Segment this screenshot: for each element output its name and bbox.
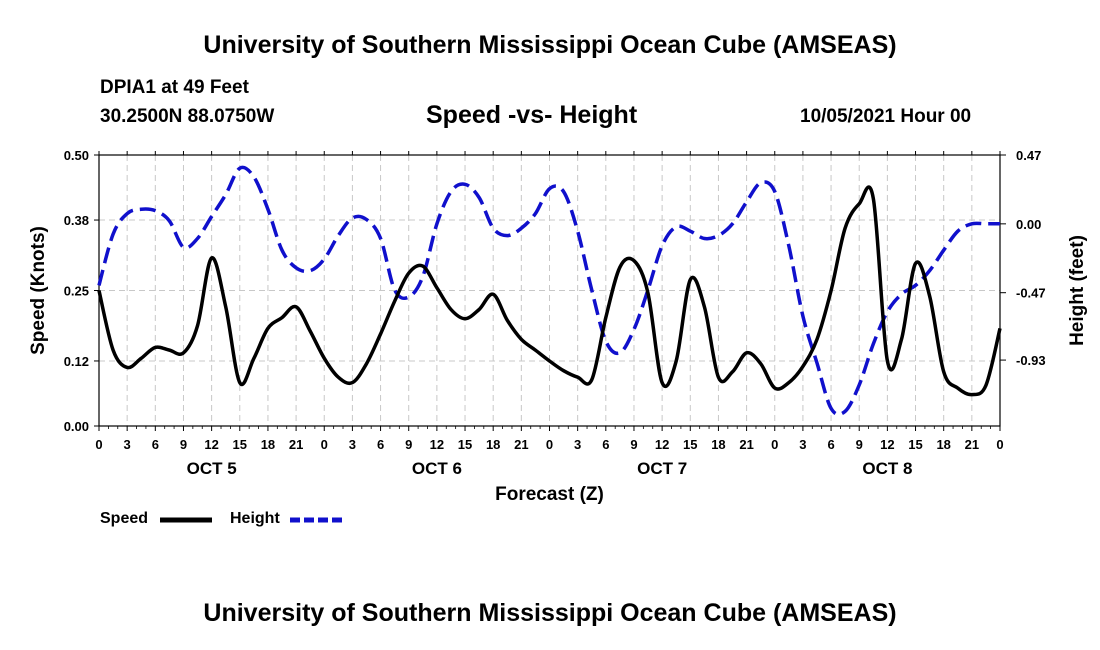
chart-title: University of Southern Mississippi Ocean… [203,31,897,59]
x-tick-label: 12 [655,437,669,452]
axis-ticks: 0 3 6 9 12 15 18 21 0 3 6 9 12 15 18 21 0 3 6 9 12 15 18 21 0 3 6 9… [64,148,1046,478]
station-coords: 30.2500N 88.0750W [100,106,275,127]
x-tick-label: 0 [546,437,553,452]
x-tick-label: 21 [289,437,303,452]
x-tick-label: 18 [261,437,275,452]
x-tick-label: 6 [152,437,159,452]
x-tick-label: 0 [321,437,328,452]
day-label: OCT 7 [637,459,687,478]
y2-tick-label: -0.47 [1016,286,1046,301]
x-tick-label: 9 [856,437,863,452]
x-tick-label: 15 [908,437,922,452]
x-tick-label: 6 [602,437,609,452]
x-tick-label: 18 [936,437,950,452]
x-tick-label: 21 [514,437,528,452]
y-tick-label: 0.50 [64,148,89,163]
y2-tick-label: 0.00 [1016,217,1041,232]
x-tick-label: 15 [458,437,472,452]
x-tick-label: 3 [124,437,131,452]
x-tick-label: 0 [95,437,102,452]
y-tick-label: 0.38 [64,213,89,228]
x-tick-label: 12 [880,437,894,452]
x-tick-label: 0 [996,437,1003,452]
y-axis-label: Speed (Knots) [28,226,49,355]
x-tick-label: 21 [739,437,753,452]
chart-subtitle: Speed -vs- Height [426,101,638,129]
series-line-speed [97,185,1002,397]
legend-speed-label: Speed [100,510,149,527]
series-group [97,165,1002,417]
forecast-datetime: 10/05/2021 Hour 00 [800,106,972,127]
x-tick-label: 9 [405,437,412,452]
y2-tick-label: -0.93 [1016,353,1046,368]
x-tick-label: 18 [486,437,500,452]
day-label: OCT 6 [412,459,462,478]
x-tick-label: 9 [180,437,187,452]
x-tick-label: 12 [204,437,218,452]
series-line-height [97,165,1000,417]
y-tick-label: 0.25 [64,284,89,299]
x-tick-label: 3 [574,437,581,452]
x-tick-label: 9 [630,437,637,452]
y2-tick-label: 0.47 [1016,148,1041,163]
y-tick-label: 0.00 [64,419,89,434]
day-label: OCT 5 [187,459,237,478]
y2-axis-label: Height (feet) [1067,235,1088,346]
station-label: DPIA1 at 49 Feet [100,77,249,98]
x-tick-label: 12 [430,437,444,452]
y-tick-label: 0.12 [64,354,89,369]
x-tick-label: 3 [799,437,806,452]
day-label: OCT 8 [862,459,912,478]
x-tick-label: 21 [965,437,979,452]
x-tick-label: 15 [683,437,697,452]
x-tick-label: 15 [233,437,247,452]
x-tick-label: 6 [377,437,384,452]
x-tick-label: 0 [771,437,778,452]
footer-title: University of Southern Mississippi Ocean… [203,599,897,627]
legend-height-label: Height [230,510,280,527]
x-tick-label: 18 [711,437,725,452]
x-axis-label: Forecast (Z) [495,484,604,505]
x-tick-label: 3 [349,437,356,452]
x-tick-label: 6 [827,437,834,452]
